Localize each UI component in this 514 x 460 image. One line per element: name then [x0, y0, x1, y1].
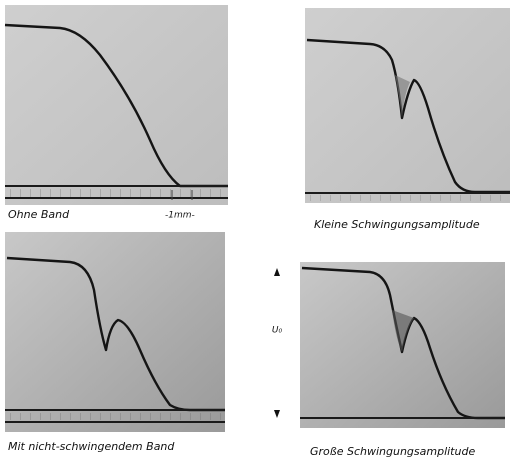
arrow-up: [274, 268, 280, 276]
photo: [305, 8, 510, 203]
trace: [4, 23, 228, 188]
trace: [301, 266, 505, 420]
trace: [6, 256, 225, 412]
scale-strip: [5, 413, 225, 420]
photo: [5, 5, 228, 205]
panel: Mit nicht-schwingendem Band: [5, 232, 225, 453]
trace-blur: [395, 75, 410, 118]
scale-label: -1mm-: [165, 211, 195, 221]
trace-blur: [392, 310, 414, 352]
caption: Mit nicht-schwingendem Band: [8, 440, 175, 453]
panel: Kleine Schwingungsamplitude: [305, 8, 510, 231]
scale-strip: [5, 189, 228, 197]
caption: Große Schwingungsamplitude: [310, 445, 475, 458]
photo: [5, 232, 225, 432]
panel: Große Schwingungsamplitude: [300, 262, 505, 458]
scale-strip: [305, 195, 510, 201]
caption: Kleine Schwingungsamplitude: [314, 218, 480, 231]
arrow-down: [274, 410, 280, 418]
caption: Ohne Band: [8, 208, 70, 221]
axis-label: U₀: [272, 326, 283, 336]
trace: [306, 38, 510, 194]
panel: Ohne Band -1mm-: [4, 5, 228, 221]
